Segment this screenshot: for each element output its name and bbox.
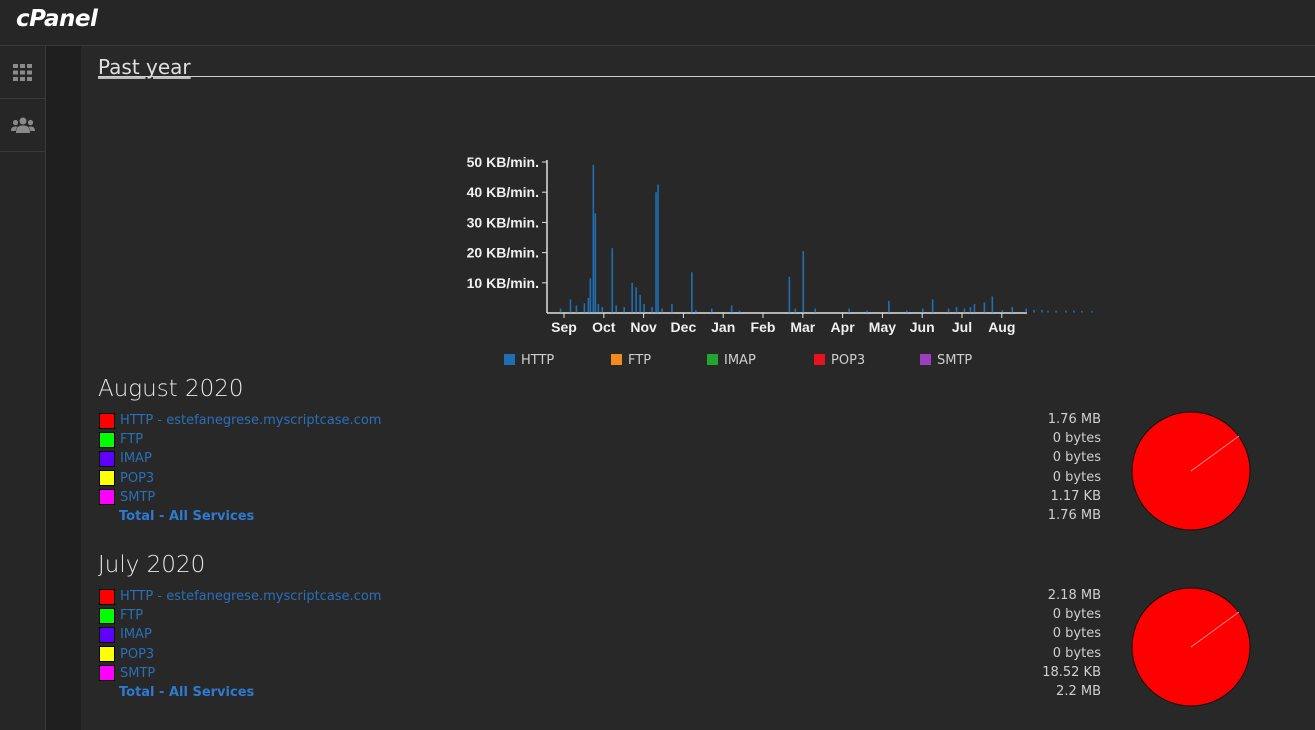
section-title: Past year xyxy=(98,55,191,79)
usage-pie-chart xyxy=(1131,587,1251,707)
total-label: Total - All Services xyxy=(119,509,255,524)
sidebar-item-home[interactable] xyxy=(0,46,45,99)
x-tick-label: Mar xyxy=(790,319,815,335)
service-link[interactable]: FTP xyxy=(120,608,144,624)
service-link[interactable]: POP3 xyxy=(120,470,155,486)
main-content: Past year 50 KB/min. 40 KB/min. 30 KB/min.… xyxy=(81,46,1315,730)
service-row: POP3 xyxy=(98,469,154,488)
service-row: FTP xyxy=(98,606,143,625)
color-swatch xyxy=(99,607,115,624)
service-value: 1.17 KB xyxy=(1050,488,1101,504)
color-swatch xyxy=(99,646,115,663)
legend-label: SMTP xyxy=(937,353,972,368)
service-link[interactable]: SMTP xyxy=(120,665,156,681)
legend-label: IMAP xyxy=(724,353,756,368)
service-link[interactable]: SMTP xyxy=(120,489,156,505)
y-tick-label: 40 KB/min. xyxy=(467,184,539,200)
x-tick-label: Jan xyxy=(711,319,735,335)
service-value: 0 bytes xyxy=(1052,645,1101,661)
legend-label: FTP xyxy=(628,353,651,368)
pie-slice-divider xyxy=(1190,435,1240,472)
color-swatch xyxy=(99,450,115,467)
gutter xyxy=(46,46,81,730)
service-link[interactable]: FTP xyxy=(120,432,144,448)
y-tick-label: 10 KB/min. xyxy=(467,275,539,291)
service-link[interactable]: IMAP xyxy=(120,451,152,467)
total-value: 1.76 MB xyxy=(1047,508,1101,523)
x-tick-label: Feb xyxy=(751,319,776,335)
y-tick-label: 30 KB/min. xyxy=(467,214,539,230)
x-tick-label: Dec xyxy=(671,319,697,335)
month-title: August 2020 xyxy=(98,376,244,402)
bandwidth-chart: 50 KB/min. 40 KB/min. 30 KB/min. 20 KB/min.… xyxy=(81,96,1315,380)
service-row: POP3 xyxy=(98,645,154,664)
x-tick-label: May xyxy=(869,319,896,335)
legend-swatch xyxy=(814,354,825,365)
pie-slice-divider xyxy=(1190,611,1240,648)
cpanel-logo[interactable]: cPanel xyxy=(16,6,98,32)
service-row: SMTP xyxy=(98,488,155,507)
service-value: 18.52 KB xyxy=(1042,664,1101,680)
color-swatch xyxy=(99,626,115,643)
service-link[interactable]: IMAP xyxy=(120,627,152,643)
total-row: Total - All Services xyxy=(98,683,254,702)
sidebar xyxy=(0,46,46,730)
service-value: 1.76 MB xyxy=(1047,412,1101,427)
service-value: 0 bytes xyxy=(1052,626,1101,642)
x-tick-label: Nov xyxy=(630,319,657,335)
color-swatch xyxy=(99,665,115,682)
service-value: 2.18 MB xyxy=(1047,588,1101,603)
x-tick-label: Jun xyxy=(910,319,935,335)
service-row: SMTP xyxy=(98,664,155,683)
service-row: HTTP - estefanegrese.myscriptcase.com xyxy=(98,587,381,606)
service-link[interactable]: HTTP - estefanegrese.myscriptcase.com xyxy=(120,413,382,428)
users-icon xyxy=(10,117,35,133)
usage-pie-chart xyxy=(1131,411,1251,531)
x-tick-label: Apr xyxy=(831,319,856,335)
service-row: IMAP xyxy=(98,625,152,644)
service-value: 0 bytes xyxy=(1052,469,1101,485)
total-row: Total - All Services xyxy=(98,507,254,526)
service-link[interactable]: HTTP - estefanegrese.myscriptcase.com xyxy=(120,589,382,604)
service-value: 0 bytes xyxy=(1052,607,1101,623)
y-tick-label: 20 KB/min. xyxy=(467,245,539,261)
color-swatch xyxy=(99,470,115,487)
section-divider xyxy=(98,76,1315,77)
service-row: IMAP xyxy=(98,449,152,468)
service-row: HTTP - estefanegrese.myscriptcase.com xyxy=(98,411,381,430)
color-swatch xyxy=(99,489,115,506)
top-bar: cPanel xyxy=(0,0,1315,46)
service-value: 0 bytes xyxy=(1052,450,1101,466)
grid-icon xyxy=(13,63,32,81)
color-swatch xyxy=(99,588,115,605)
color-swatch xyxy=(99,412,115,429)
bandwidth-chart-svg: 50 KB/min. 40 KB/min. 30 KB/min. 20 KB/min.… xyxy=(467,154,1093,368)
legend-swatch xyxy=(611,354,622,365)
legend-label: HTTP xyxy=(521,353,554,368)
x-tick-label: Jul xyxy=(952,319,972,335)
x-tick-label: Oct xyxy=(592,319,616,335)
total-label: Total - All Services xyxy=(119,685,255,700)
legend-swatch xyxy=(920,354,931,365)
service-link[interactable]: POP3 xyxy=(120,646,155,662)
legend-swatch xyxy=(707,354,718,365)
total-value: 2.2 MB xyxy=(1056,684,1101,699)
service-row: FTP xyxy=(98,430,143,449)
y-tick-label: 50 KB/min. xyxy=(467,154,539,170)
x-tick-label: Sep xyxy=(551,319,577,335)
x-tick-label: Aug xyxy=(988,319,1015,335)
legend-swatch xyxy=(504,354,515,365)
service-value: 0 bytes xyxy=(1052,431,1101,447)
legend-label: POP3 xyxy=(831,353,865,368)
month-title: July 2020 xyxy=(98,552,206,578)
sidebar-item-users[interactable] xyxy=(0,99,45,152)
color-swatch xyxy=(99,431,115,448)
